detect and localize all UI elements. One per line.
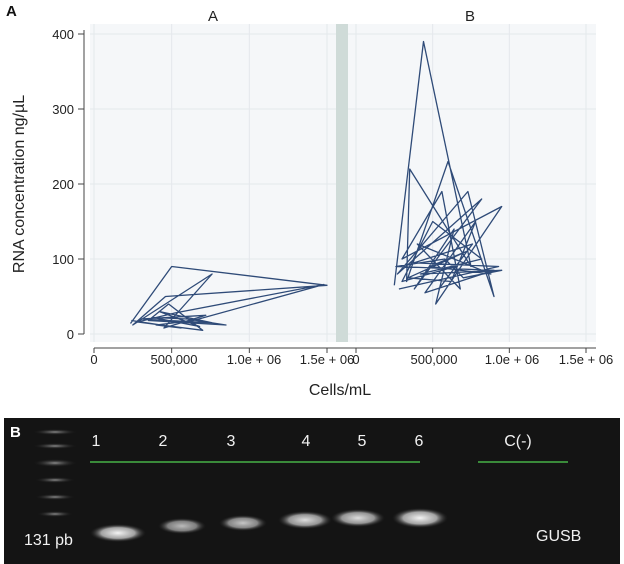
- x-tick-label: 1.5e + 06: [559, 352, 614, 367]
- ladder-band: [37, 511, 73, 517]
- lane-label-5: 5: [358, 433, 367, 450]
- facet-title-a: A: [208, 8, 218, 25]
- y-axis-title: RNA concentration ng/µL: [11, 95, 28, 273]
- series-line-facet-b: [393, 40, 503, 305]
- lane-label-4: 4: [302, 433, 311, 450]
- gel-band-lane-5: [331, 509, 385, 527]
- x-tick-label: 1.5e + 06: [300, 352, 355, 367]
- facet-b-background: [348, 24, 596, 342]
- panel-a: A A B 0 100 200 300 400 RNA concentratio…: [6, 3, 613, 399]
- x-ticks-facet-a: [93, 348, 328, 353]
- gel-band-lane-2: [158, 518, 206, 534]
- facet-title-b: B: [465, 8, 475, 25]
- panel-b: B 1 2 3 4 5 6 C(-) 131 pb GUSB: [4, 418, 620, 564]
- y-tick-label: 100: [52, 252, 74, 267]
- x-tick-label: 1.0e + 06: [485, 352, 540, 367]
- y-tick-label: 0: [67, 327, 74, 342]
- ladder-band: [35, 477, 75, 483]
- x-tick-label: 1.0e + 06: [227, 352, 282, 367]
- x-tick-label: 0: [352, 352, 359, 367]
- lane-label-1: 1: [92, 433, 101, 450]
- panel-a-letter: A: [6, 3, 17, 20]
- ladder-band: [33, 429, 77, 435]
- lane-label-2: 2: [159, 433, 168, 450]
- panel-b-letter: B: [10, 424, 21, 441]
- lane-label-6: 6: [415, 433, 424, 450]
- series-facet-b: [393, 40, 503, 305]
- x-axis: 0 500,000 1.0e + 06 1.5e + 06 0 500,000 …: [90, 347, 614, 399]
- band-size-label: 131 pb: [24, 532, 73, 549]
- y-axis: 0 100 200 300 400 RNA concentration ng/µ…: [11, 27, 85, 342]
- ladder-band: [33, 443, 77, 449]
- lane-label-3: 3: [227, 433, 236, 450]
- y-tick-label: 400: [52, 27, 74, 42]
- gel-band-lane-3: [219, 515, 267, 531]
- x-ticks-facet-b: [355, 348, 587, 353]
- ladder-lane: [33, 429, 77, 517]
- gene-label: GUSB: [536, 528, 581, 545]
- gel-band-lane-1: [90, 524, 146, 542]
- x-tick-label: 500,000: [411, 352, 458, 367]
- series-line-facet-a: [129, 265, 328, 331]
- grid-lines: [90, 24, 596, 342]
- x-axis-title: Cells/mL: [309, 382, 371, 399]
- x-tick-label: 500,000: [151, 352, 198, 367]
- facet-a-background: [90, 24, 336, 342]
- gel-band-lane-6: [392, 508, 448, 528]
- y-tick-label: 300: [52, 102, 74, 117]
- ladder-band: [33, 459, 77, 467]
- facet-divider: [336, 24, 348, 342]
- ladder-band: [35, 494, 75, 500]
- lane-label-negative-control: C(-): [504, 433, 532, 450]
- series-facet-a: [129, 265, 328, 331]
- gel-band-lane-4: [278, 511, 332, 529]
- y-tick-label: 200: [52, 177, 74, 192]
- x-tick-label: 0: [90, 352, 97, 367]
